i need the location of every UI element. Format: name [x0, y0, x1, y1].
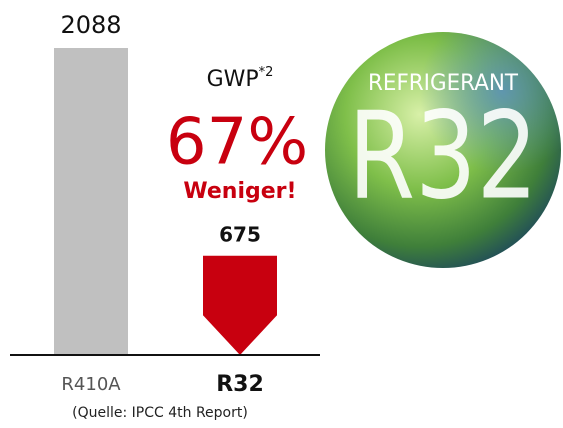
reduction-note: Weniger!: [183, 179, 296, 204]
reduction: 67%: [166, 106, 308, 180]
gwp-text: GWP: [207, 67, 259, 92]
bar-arrow: [203, 256, 277, 355]
value-label: 2088: [60, 11, 121, 39]
gwp-label: GWP*2: [207, 65, 274, 93]
category-label: R410A: [61, 374, 121, 395]
badge-main: R32: [348, 88, 538, 227]
value-label: 675: [219, 222, 261, 246]
chart: REFRIGERANT R32 GWP*2 67% Weniger! (Quel…: [0, 0, 563, 428]
gwp-footnote: *2: [259, 65, 274, 80]
category-label: R32: [216, 372, 264, 397]
source: (Quelle: IPCC 4th Report): [72, 405, 248, 421]
badge: REFRIGERANT R32: [325, 32, 561, 268]
bar: [54, 48, 128, 355]
